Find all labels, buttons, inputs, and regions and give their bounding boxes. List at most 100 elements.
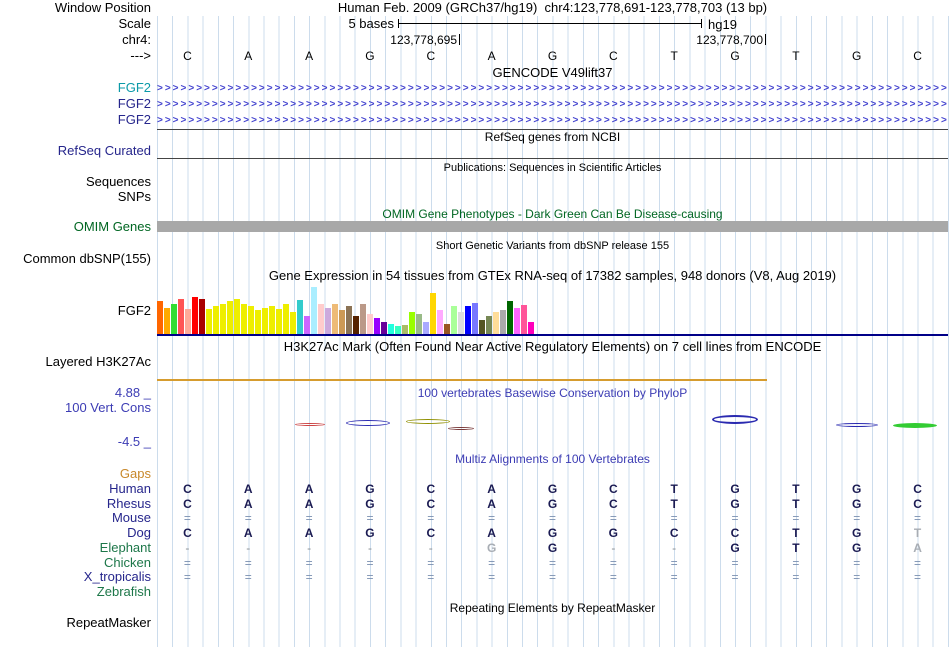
gtex-tissue-bar[interactable]	[276, 309, 282, 334]
gencode-track-title: GENCODE V49lift37	[492, 65, 613, 80]
gtex-tissue-bar[interactable]	[199, 299, 205, 334]
gtex-tissue-bar[interactable]	[339, 310, 345, 334]
gtex-tissue-bar[interactable]	[185, 309, 191, 334]
multiz-track-title: Multiz Alignments of 100 Vertebrates	[455, 452, 650, 466]
gtex-tissue-bar[interactable]	[192, 297, 198, 334]
gtex-tissue-bar[interactable]	[269, 306, 275, 334]
species-label-zebrafish[interactable]: Zebrafish	[96, 584, 151, 599]
gtex-tissue-bar[interactable]	[465, 306, 471, 334]
gtex-tissue-bar[interactable]	[388, 324, 394, 334]
gtex-tissue-bar[interactable]	[304, 316, 310, 334]
species-label-x_tropicalis[interactable]: X_tropicalis	[83, 569, 151, 584]
refseq-curated-label[interactable]: RefSeq Curated	[57, 143, 151, 158]
species-label-dog[interactable]: Dog	[127, 525, 151, 540]
gtex-tissue-bar[interactable]	[507, 301, 513, 334]
gtex-tissue-bar[interactable]	[227, 301, 233, 334]
species-label-mouse[interactable]: Mouse	[111, 510, 151, 525]
gtex-tissue-bar[interactable]	[430, 293, 436, 334]
sequences-label[interactable]: Sequences	[85, 174, 151, 189]
gtex-tissue-bar[interactable]	[262, 308, 268, 334]
coordinate-tick-right	[765, 34, 766, 45]
gtex-tissue-bar[interactable]	[374, 318, 380, 334]
gtex-tissue-bar[interactable]	[437, 310, 443, 334]
gtex-tissue-bar[interactable]	[486, 316, 492, 334]
gtex-tissue-bar[interactable]	[164, 308, 170, 334]
gtex-tissue-bar[interactable]	[353, 316, 359, 334]
gtex-tissue-bar[interactable]	[346, 306, 352, 334]
gtex-tissue-bar[interactable]	[241, 304, 247, 334]
assembly-name: hg19	[708, 17, 737, 32]
gtex-tissue-bar[interactable]	[416, 314, 422, 334]
gtex-tissue-bar[interactable]	[451, 306, 457, 334]
fgf2-transcript-arrows-3[interactable]: >>>>>>>>>>>>>>>>>>>>>>>>>>>>>>>>>>>>>>>>…	[157, 115, 948, 126]
omim-gene-bar[interactable]	[157, 221, 948, 232]
gtex-tissue-bar[interactable]	[500, 310, 506, 334]
gtex-tissue-bar[interactable]	[318, 304, 324, 334]
fgf2-transcript-arrows-1[interactable]: >>>>>>>>>>>>>>>>>>>>>>>>>>>>>>>>>>>>>>>>…	[157, 83, 948, 94]
gtex-tissue-bar[interactable]	[220, 304, 226, 334]
gtex-tissue-bar[interactable]	[311, 287, 317, 334]
gtex-tissue-bar[interactable]	[360, 304, 366, 334]
strand-direction-label: --->	[130, 48, 151, 63]
gtex-tissue-bar[interactable]	[255, 310, 261, 334]
gtex-tissue-bar[interactable]	[423, 322, 429, 334]
gtex-tissue-bar[interactable]	[472, 303, 478, 334]
species-label-elephant[interactable]: Elephant	[99, 540, 151, 555]
gene-label-fgf2-1[interactable]: FGF2	[117, 80, 151, 95]
gene-label-fgf2-2[interactable]: FGF2	[117, 96, 151, 111]
repeatmasker-label[interactable]: RepeatMasker	[66, 615, 151, 630]
base-position-gridlines	[157, 16, 949, 647]
gtex-tissue-bar[interactable]	[458, 312, 464, 334]
reference-base: C	[426, 49, 436, 63]
gtex-track-baseline	[157, 334, 948, 336]
gtex-tissue-bar[interactable]	[234, 299, 240, 334]
gtex-gene-label[interactable]: FGF2	[117, 303, 151, 318]
conservation-min-label: -4.5 _	[117, 434, 151, 449]
gtex-tissue-bar[interactable]	[514, 308, 520, 334]
reference-base: A	[305, 49, 314, 63]
fgf2-transcript-arrows-2[interactable]: >>>>>>>>>>>>>>>>>>>>>>>>>>>>>>>>>>>>>>>>…	[157, 99, 948, 110]
reference-base: C	[183, 49, 192, 63]
dbsnp-label[interactable]: Common dbSNP(155)	[23, 251, 151, 266]
gtex-tissue-bar[interactable]	[178, 299, 184, 334]
gtex-tissue-bar[interactable]	[444, 324, 450, 334]
gtex-tissue-bar[interactable]	[332, 304, 338, 334]
gtex-tissue-bar[interactable]	[395, 326, 401, 334]
species-label-chicken[interactable]: Chicken	[104, 555, 151, 570]
reference-base: C	[913, 49, 922, 63]
gtex-tissue-bar[interactable]	[381, 322, 387, 334]
coordinate-right: 123,778,700	[696, 33, 763, 47]
gtex-tissue-bar[interactable]	[479, 320, 485, 334]
gtex-tissue-bar[interactable]	[521, 305, 527, 334]
species-label-gaps[interactable]: Gaps	[119, 466, 151, 481]
reference-base: T	[670, 49, 678, 63]
gtex-tissue-bar[interactable]	[297, 300, 303, 334]
reference-base: A	[244, 49, 253, 63]
layered-h3k27ac-label[interactable]: Layered H3K27Ac	[45, 354, 151, 369]
gene-label-fgf2-3[interactable]: FGF2	[117, 112, 151, 127]
gtex-tissue-bar[interactable]	[367, 314, 373, 334]
gtex-tissue-bar[interactable]	[213, 306, 219, 334]
reference-base: T	[792, 49, 800, 63]
gtex-tissue-bar[interactable]	[402, 325, 408, 334]
gtex-tissue-bar[interactable]	[290, 312, 296, 334]
omim-genes-label[interactable]: OMIM Genes	[73, 219, 151, 234]
track-separator-2	[157, 158, 948, 159]
snps-label[interactable]: SNPs	[117, 189, 151, 204]
gtex-tissue-bar[interactable]	[528, 322, 534, 334]
vert-cons-label[interactable]: 100 Vert. Cons	[65, 400, 151, 415]
reference-base: G	[730, 49, 740, 63]
gtex-tissue-bar[interactable]	[171, 304, 177, 334]
gtex-tissue-bar[interactable]	[493, 312, 499, 334]
gtex-tissue-bar[interactable]	[283, 304, 289, 334]
species-label-human[interactable]: Human	[109, 481, 151, 496]
gtex-tissue-bar[interactable]	[157, 301, 163, 334]
gtex-tissue-bar[interactable]	[325, 308, 331, 334]
track-separator-1	[157, 129, 948, 130]
gtex-tissue-bar[interactable]	[409, 312, 415, 334]
species-label-rhesus[interactable]: Rhesus	[106, 496, 151, 511]
gtex-tissue-bar[interactable]	[206, 309, 212, 334]
gtex-tissue-bar[interactable]	[248, 306, 254, 334]
gtex-expression-barchart[interactable]	[157, 287, 534, 334]
